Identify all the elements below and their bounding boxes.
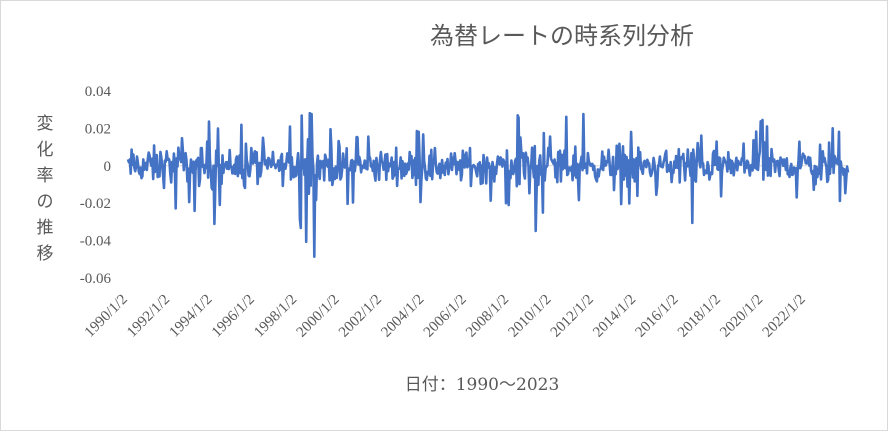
y-axis-title-char: の — [37, 192, 54, 212]
x-tick-label: 2010/1/2 — [505, 292, 554, 341]
x-tick-label: 1998/1/2 — [251, 292, 300, 341]
x-axis-ticks: 1990/1/21992/1/21994/1/21996/1/21998/1/2… — [82, 292, 809, 341]
x-tick-label: 2016/1/2 — [633, 292, 682, 341]
y-tick-label: -0.04 — [80, 234, 112, 250]
x-tick-label: 2018/1/2 — [675, 292, 724, 341]
x-tick-label: 2022/1/2 — [760, 292, 809, 341]
x-tick-label: 1994/1/2 — [167, 292, 216, 341]
x-tick-label: 1990/1/2 — [82, 292, 131, 341]
y-tick-label: 0.04 — [85, 84, 112, 100]
x-tick-label: 2020/1/2 — [717, 292, 766, 341]
y-axis-title-char: 変 — [37, 114, 54, 134]
y-axis-ticks: 0.04 0.02 0 -0.02 -0.04 -0.06 — [80, 84, 112, 287]
x-tick-label: 1992/1/2 — [124, 292, 173, 341]
chart-title: 為替レートの時系列分析 — [430, 22, 694, 50]
x-tick-label: 2000/1/2 — [294, 292, 343, 341]
y-tick-label: 0 — [104, 159, 112, 175]
x-tick-label: 2004/1/2 — [378, 292, 427, 341]
x-tick-label: 2002/1/2 — [336, 292, 385, 341]
y-axis-title-char: 推 — [37, 218, 54, 238]
series-line — [126, 111, 850, 258]
x-tick-label: 2006/1/2 — [421, 292, 470, 341]
x-tick-label: 2014/1/2 — [590, 292, 639, 341]
y-tick-label: -0.06 — [80, 271, 112, 287]
y-axis-title-char: 化 — [37, 140, 54, 160]
x-tick-label: 2008/1/2 — [463, 292, 512, 341]
y-tick-label: -0.02 — [80, 196, 111, 212]
x-tick-label: 2012/1/2 — [548, 292, 597, 341]
y-axis-title-char: 率 — [37, 166, 54, 186]
y-tick-label: 0.02 — [85, 121, 111, 137]
x-tick-label: 1996/1/2 — [209, 292, 258, 341]
series-rate-change — [126, 111, 850, 258]
x-axis-title: 日付：1990～2023 — [405, 375, 560, 395]
y-axis-title-char: 移 — [37, 244, 54, 264]
